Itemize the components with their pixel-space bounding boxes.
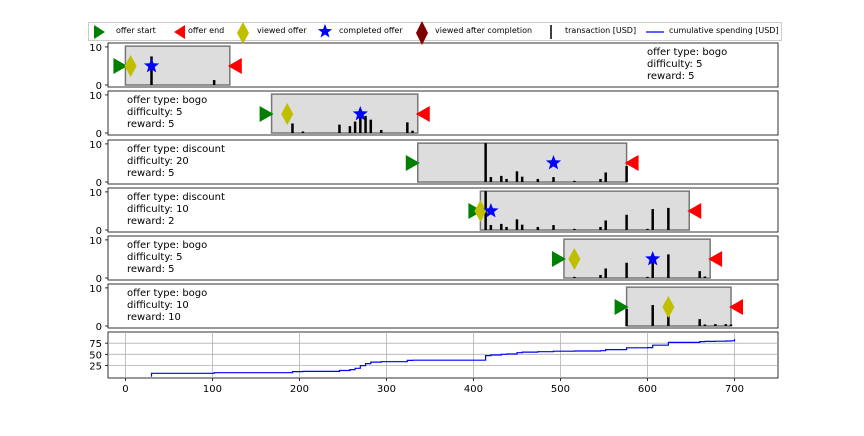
legend-viewed-after-completion: viewed after completion xyxy=(435,26,533,35)
y-tick-label: 75 xyxy=(89,339,102,350)
y-tick-label: 10 xyxy=(89,43,102,54)
offer-info-line: reward: 5 xyxy=(127,264,175,275)
offer-end-marker xyxy=(708,250,723,267)
legend-transaction: transaction [USD] xyxy=(565,26,637,35)
y-tick-label: 10 xyxy=(89,140,102,151)
y-tick-label: 0 xyxy=(96,274,102,285)
offer-start-legend-marker xyxy=(94,25,105,39)
offer-info-line: offer type: bogo xyxy=(127,288,207,299)
x-tick-label: 700 xyxy=(725,384,744,395)
offer-info-line: difficulty: 5 xyxy=(647,59,702,70)
cumulative-line xyxy=(150,339,736,377)
panel-frame xyxy=(107,90,779,136)
offer-end-marker xyxy=(687,202,702,219)
completed-offer-marker xyxy=(545,155,562,170)
viewed-offer-marker xyxy=(662,295,675,318)
offer-end-marker xyxy=(415,105,430,122)
viewed-offer-marker xyxy=(474,199,487,222)
offer-info-line: difficulty: 10 xyxy=(127,204,189,215)
offer-window-box xyxy=(270,93,419,134)
y-tick-label: 25 xyxy=(89,361,102,372)
offer-info-line: reward: 5 xyxy=(127,119,175,130)
offer-info-line: reward: 10 xyxy=(127,312,181,323)
legend-viewed-offer: viewed offer xyxy=(257,26,307,35)
y-tick-label: 0 xyxy=(96,322,102,333)
completed-offer-marker xyxy=(483,203,499,218)
x-tick-label: 200 xyxy=(290,384,309,395)
x-tick-label: 400 xyxy=(464,384,483,395)
offer-info-line: difficulty: 20 xyxy=(127,156,189,167)
y-tick-label: 10 xyxy=(89,188,102,199)
offer-info-line: offer type: discount xyxy=(127,192,225,203)
legend: offer start offer end viewed offer compl… xyxy=(88,21,782,45)
y-tick-label: 0 xyxy=(96,81,102,92)
offer-window-box xyxy=(625,286,732,327)
offer-info-line: offer type: bogo xyxy=(127,95,207,106)
offer-info-line: reward: 5 xyxy=(127,168,175,179)
x-tick-label: 600 xyxy=(638,384,657,395)
y-tick-label: 0 xyxy=(96,226,102,237)
offer-end-marker xyxy=(624,154,639,171)
cumulative-frame xyxy=(107,331,779,379)
offer-info-line: reward: 2 xyxy=(127,216,175,227)
offer-info-line: offer type: bogo xyxy=(647,47,727,58)
offer-info-line: offer type: bogo xyxy=(127,240,207,251)
viewed-offer-legend-marker xyxy=(237,22,249,44)
viewed-after-completion-legend-marker xyxy=(416,21,428,45)
legend-cumulative: cumulative spending [USD] xyxy=(669,26,779,35)
offer-window-box xyxy=(417,142,628,183)
offer-start-marker xyxy=(614,298,629,315)
transaction-legend-marker xyxy=(550,25,552,39)
y-tick-label: 0 xyxy=(96,129,102,140)
offer-info-line: difficulty: 10 xyxy=(127,300,189,311)
x-tick-label: 0 xyxy=(122,384,128,395)
completed-offer-marker xyxy=(645,251,661,266)
x-tick-label: 100 xyxy=(203,384,222,395)
offer-window-box xyxy=(563,238,711,279)
offer-start-marker xyxy=(113,57,128,74)
completed-offer-legend-marker xyxy=(317,24,333,38)
offer-info-line: offer type: discount xyxy=(127,144,225,155)
legend-offer-end: offer end xyxy=(188,26,225,35)
legend-completed-offer: completed offer xyxy=(339,26,403,35)
viewed-offer-marker xyxy=(281,102,294,125)
cumulative-legend-marker xyxy=(646,31,664,33)
offer-window-box xyxy=(479,190,690,231)
offer-end-marker xyxy=(227,57,242,74)
offer-start-marker xyxy=(405,154,420,171)
completed-offer-marker xyxy=(143,58,160,73)
y-tick-label: 0 xyxy=(96,178,102,189)
offer-start-marker xyxy=(551,250,566,267)
offer-info-line: difficulty: 5 xyxy=(127,107,182,118)
y-tick-label: 50 xyxy=(89,350,102,361)
legend-offer-start: offer start xyxy=(116,26,156,35)
x-tick-label: 500 xyxy=(551,384,570,395)
viewed-offer-marker xyxy=(568,247,581,270)
y-tick-label: 10 xyxy=(89,91,102,102)
offer-start-marker xyxy=(259,105,274,122)
y-tick-label: 10 xyxy=(89,284,102,295)
offer-end-legend-marker xyxy=(174,25,185,39)
offer-info-line: difficulty: 5 xyxy=(127,252,182,263)
y-tick-label: 10 xyxy=(89,236,102,247)
offer-window-box xyxy=(124,45,231,86)
x-tick-label: 300 xyxy=(377,384,396,395)
viewed-offer-marker xyxy=(124,54,137,77)
offer-end-marker xyxy=(729,298,744,315)
completed-offer-marker xyxy=(352,106,368,121)
offer-info-line: reward: 5 xyxy=(647,71,695,82)
